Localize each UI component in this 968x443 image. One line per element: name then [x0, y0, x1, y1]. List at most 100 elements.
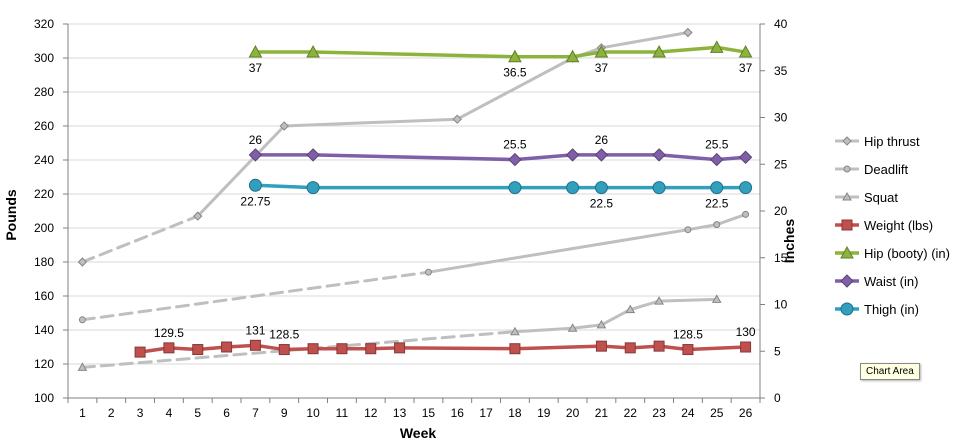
y2-tick-label: 25: [774, 157, 788, 171]
data-point[interactable]: [624, 342, 636, 354]
data-point[interactable]: [713, 221, 721, 229]
data-point[interactable]: [508, 49, 522, 63]
x-tick-label: 24: [681, 406, 695, 420]
data-point[interactable]: [595, 340, 607, 352]
data-point[interactable]: [279, 121, 289, 131]
data-point[interactable]: [508, 152, 522, 167]
data-point[interactable]: [652, 181, 666, 195]
data-point[interactable]: [248, 45, 263, 58]
data-point[interactable]: [738, 45, 753, 58]
legend-marker[interactable]: [842, 191, 852, 201]
legend-item[interactable]: Squat: [835, 190, 898, 205]
data-point[interactable]: [567, 323, 578, 332]
series-group[interactable]: [77, 27, 753, 371]
data-point[interactable]: [78, 316, 86, 324]
data-point[interactable]: [594, 148, 609, 162]
series-line-segment: [282, 117, 459, 128]
legend-label: Thigh (in): [864, 302, 919, 317]
data-point[interactable]: [652, 148, 666, 162]
data-point[interactable]: [394, 342, 406, 354]
x-tick-label: 26: [739, 406, 753, 420]
legend-marker[interactable]: [842, 136, 852, 146]
x-tick-label: 15: [422, 406, 436, 420]
legend[interactable]: Hip thrust Deadlift Squat Weight (lbs) Hip (…: [835, 134, 950, 317]
data-point[interactable]: [508, 181, 522, 195]
legend-item[interactable]: Thigh (in): [835, 302, 919, 317]
data-point[interactable]: [625, 304, 636, 314]
data-label: 128.5: [673, 328, 703, 342]
data-point[interactable]: [307, 343, 319, 355]
data-point[interactable]: [306, 45, 320, 58]
data-point[interactable]: [248, 148, 263, 162]
legend-item[interactable]: Hip (booty) (in): [835, 245, 950, 261]
data-point[interactable]: [336, 343, 348, 355]
data-point[interactable]: [77, 362, 88, 371]
data-point[interactable]: [654, 296, 664, 305]
data-point[interactable]: [509, 343, 521, 355]
data-point[interactable]: [306, 181, 320, 195]
y2-tick-label: 10: [774, 298, 788, 312]
y-tick-label: 240: [34, 153, 54, 167]
legend-marker[interactable]: [843, 165, 851, 173]
data-point[interactable]: [739, 181, 753, 195]
data-point[interactable]: [221, 341, 233, 353]
legend-item[interactable]: Deadlift: [835, 162, 908, 177]
y2-tick-label: 40: [774, 17, 788, 31]
data-point[interactable]: [306, 148, 320, 162]
y2-tick-label: 30: [774, 111, 788, 125]
x-tick-label: 10: [306, 406, 320, 420]
data-point[interactable]: [594, 181, 608, 195]
y2-axis-title: Inches: [781, 219, 797, 264]
legend-marker[interactable]: [840, 245, 854, 259]
data-point[interactable]: [365, 343, 377, 355]
legend-item[interactable]: Weight (lbs): [835, 218, 933, 233]
data-label: 130: [736, 325, 756, 339]
series-weight-lbs[interactable]: [134, 339, 752, 358]
gridlines: [68, 23, 760, 399]
legend-marker[interactable]: [840, 274, 854, 288]
data-point[interactable]: [163, 342, 175, 354]
data-point[interactable]: [596, 319, 607, 329]
x-axis-title: Week: [400, 425, 437, 441]
data-point[interactable]: [77, 257, 88, 267]
data-point[interactable]: [738, 150, 753, 164]
data-point[interactable]: [192, 344, 204, 356]
series-line-segment: [715, 212, 748, 227]
data-point[interactable]: [740, 341, 752, 353]
data-point[interactable]: [249, 339, 261, 351]
data-point[interactable]: [565, 148, 580, 162]
data-point[interactable]: [653, 340, 665, 352]
x-tick-label: 9: [281, 406, 288, 420]
x-tick-label: 16: [451, 406, 465, 420]
data-point[interactable]: [566, 181, 580, 195]
data-point[interactable]: [424, 268, 432, 276]
data-point[interactable]: [248, 178, 262, 192]
legend-marker[interactable]: [840, 302, 854, 316]
data-point[interactable]: [565, 49, 580, 63]
series-line-segment: [455, 56, 575, 121]
legend-item[interactable]: Hip thrust: [835, 134, 920, 149]
series-hip-booty-in[interactable]: [248, 40, 753, 63]
series-deadlift[interactable]: [78, 210, 750, 324]
data-point[interactable]: [711, 294, 722, 303]
series-line-segment: [599, 31, 690, 50]
data-point[interactable]: [452, 114, 462, 124]
data-point[interactable]: [742, 210, 750, 218]
data-point[interactable]: [710, 152, 724, 167]
data-point[interactable]: [684, 226, 692, 234]
data-point[interactable]: [278, 344, 290, 356]
data-label: 22.75: [240, 194, 270, 208]
data-point[interactable]: [510, 326, 520, 336]
series-waist-in[interactable]: [248, 148, 753, 167]
data-point[interactable]: [652, 45, 666, 58]
data-point[interactable]: [710, 181, 724, 195]
data-point[interactable]: [193, 211, 203, 221]
data-point[interactable]: [682, 344, 694, 356]
data-point[interactable]: [683, 27, 693, 38]
data-point[interactable]: [594, 45, 609, 58]
data-point[interactable]: [709, 40, 724, 53]
series-thigh-in[interactable]: [248, 178, 753, 195]
legend-marker[interactable]: [841, 219, 853, 231]
data-point[interactable]: [134, 346, 146, 358]
legend-item[interactable]: Waist (in): [835, 274, 918, 289]
